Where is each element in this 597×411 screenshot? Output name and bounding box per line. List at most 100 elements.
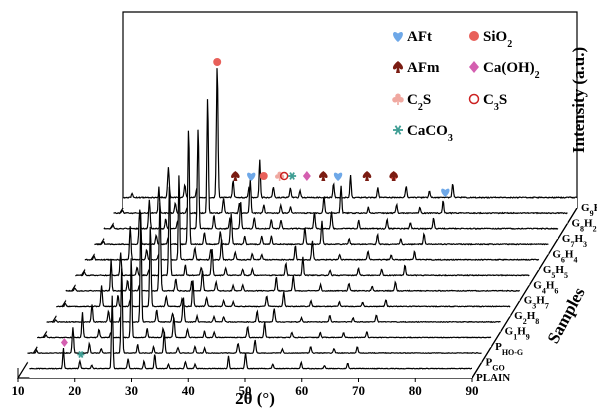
legend-label: AFm xyxy=(407,60,440,76)
legend-label-main: AFm xyxy=(407,60,440,76)
aft-marker xyxy=(441,188,450,197)
afm-marker xyxy=(319,171,328,181)
sample-label: PGO xyxy=(486,357,505,373)
sample-label-sub: 2 xyxy=(593,224,597,233)
caoh2-marker xyxy=(469,61,479,73)
sample-label-sub: 1 xyxy=(513,332,517,341)
sample-label: G4H6 xyxy=(533,279,558,295)
trace-g6H4 xyxy=(94,130,549,246)
aft-marker xyxy=(247,172,256,181)
trace-g8H2 xyxy=(113,99,568,215)
sample-label-main: G xyxy=(505,326,514,338)
sio2-marker xyxy=(259,172,268,180)
sample-label: G5H5 xyxy=(543,264,568,280)
x-tick-label: 40 xyxy=(182,383,195,398)
legend-label-main: C xyxy=(407,92,418,108)
sample-label: G9H xyxy=(581,202,597,218)
aft-marker xyxy=(333,172,343,181)
c3s-marker xyxy=(279,171,289,181)
sample-label-sub: 7 xyxy=(545,301,549,310)
sample-label-sub: 2 xyxy=(523,317,527,326)
sample-label-main: G xyxy=(543,264,552,276)
c3s-marker xyxy=(468,93,480,105)
sample-labels: PLAINPGOPHO-GG1H9G2H8G3H7G4H6G5H5G6H4G7H… xyxy=(476,202,597,384)
sample-label-sub: 3 xyxy=(583,239,587,248)
sample-label-sub: HO-G xyxy=(502,348,523,357)
sample-label-main: H xyxy=(536,295,545,307)
legend-item: CaCO3 xyxy=(393,123,453,144)
x-tick-label: 60 xyxy=(295,383,308,398)
legend-label-main: S xyxy=(499,92,507,108)
caco3-marker xyxy=(393,125,403,135)
trace-plain xyxy=(29,295,472,370)
legend-label-main: C xyxy=(483,92,494,108)
trace-fill-11 xyxy=(123,68,577,208)
xrd-traces xyxy=(27,68,578,378)
legend-item: C2S xyxy=(392,92,431,113)
samples-axis-title: Samples xyxy=(544,284,589,347)
club-lobe-right xyxy=(398,97,404,103)
club-stem xyxy=(278,176,281,181)
caoh2-marker xyxy=(60,338,68,347)
sample-label-main: H xyxy=(565,248,574,260)
legend-label-sub: 2 xyxy=(418,102,423,113)
club-lobe-left xyxy=(392,97,398,103)
sample-label: PHO-G xyxy=(495,341,523,357)
legend-item: AFt xyxy=(393,29,432,45)
trace-fill-2 xyxy=(37,258,492,348)
sample-label-sub: 8 xyxy=(580,224,584,233)
afm-marker xyxy=(362,171,372,181)
sample-label-main: H xyxy=(546,279,555,291)
sample-label-sub: 6 xyxy=(554,286,558,295)
legend-label-sub: 2 xyxy=(507,39,512,50)
legend-label-sub: 2 xyxy=(535,70,540,81)
sample-label: G8H2 xyxy=(571,217,596,233)
sample-label-sub: 5 xyxy=(564,270,568,279)
sample-label-sub: 7 xyxy=(570,239,574,248)
sample-label-main: G xyxy=(581,202,590,214)
phase-markers xyxy=(60,58,450,358)
sample-label: G7H3 xyxy=(562,233,587,249)
legend-label-sub: 3 xyxy=(494,102,499,113)
legend-item: Ca(OH)2 xyxy=(469,60,540,81)
depth-axis-line xyxy=(471,207,578,379)
intensity-axis-title: Intensity (a.u.) xyxy=(569,47,588,153)
sample-label-sub: GO xyxy=(492,363,504,372)
sample-label-main: H xyxy=(574,233,583,245)
sample-label-main: G xyxy=(552,248,561,260)
sample-label-main: P xyxy=(495,341,502,353)
sample-label-sub: 5 xyxy=(551,270,555,279)
club-stem xyxy=(397,99,399,105)
trace-fill-4 xyxy=(56,226,511,317)
legend-label: SiO2 xyxy=(483,29,512,50)
sample-label-main: G xyxy=(562,233,571,245)
legend-label: Ca(OH)2 xyxy=(483,60,540,81)
legend-label: C3S xyxy=(483,92,507,113)
trace-g9H xyxy=(122,68,578,200)
afm-marker xyxy=(231,171,240,181)
legend-item: C3S xyxy=(468,92,507,113)
x-tick-label: 20 xyxy=(68,383,81,398)
x-tick-label: 30 xyxy=(125,383,138,398)
trace-fill-3 xyxy=(46,213,501,332)
sample-label-main: G xyxy=(533,279,542,291)
sample-label: G1H9 xyxy=(505,326,530,342)
legend-item: AFm xyxy=(392,60,440,76)
legend-label-sub: 3 xyxy=(448,133,453,144)
sample-label-main: PLAIN xyxy=(476,372,510,384)
sample-label-sub: 3 xyxy=(532,301,536,310)
sample-label-main: G xyxy=(514,310,523,322)
sample-label: PLAIN xyxy=(476,372,510,384)
afm-marker xyxy=(389,171,398,181)
asterisk-stroke xyxy=(289,172,295,180)
x-tick-label: 80 xyxy=(409,383,422,398)
sample-label-sub: 4 xyxy=(573,255,577,264)
asterisk-stroke xyxy=(394,125,402,135)
sample-label-main: H xyxy=(584,217,593,229)
sample-label-main: H xyxy=(594,202,597,214)
sample-label-main: G xyxy=(524,295,533,307)
sio2-marker xyxy=(469,31,479,41)
x-axis-ticks: 10 20 30 40 50 60 70 80 90 xyxy=(12,378,479,398)
aft-marker xyxy=(393,31,403,42)
